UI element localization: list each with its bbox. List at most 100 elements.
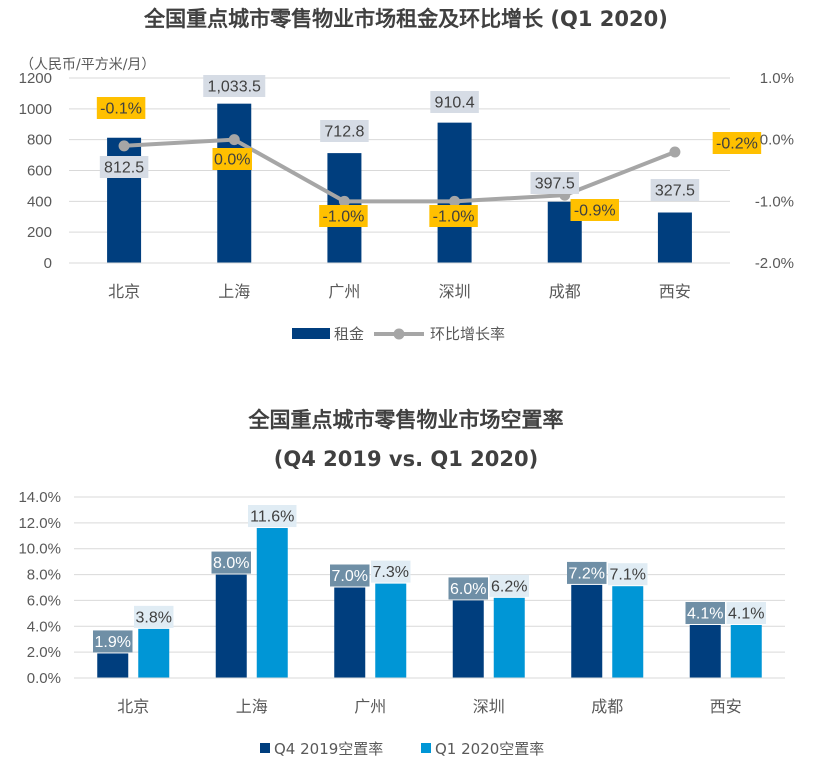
vacancy-q1-bar bbox=[730, 624, 762, 678]
rent-x-tick: 广州 bbox=[328, 282, 360, 301]
rent-data-label: 712.8 bbox=[324, 124, 364, 141]
vacancy-q1-label-bg bbox=[371, 560, 411, 583]
growth-data-label-bg bbox=[319, 205, 368, 227]
vacancy-q1-label-bg bbox=[248, 505, 297, 528]
vacancy-q1-label: 3.8% bbox=[136, 609, 172, 626]
growth-data-label: -1.0% bbox=[323, 209, 365, 226]
legend-rent-label: 租金 bbox=[334, 325, 364, 343]
vacancy-q1-bar bbox=[256, 528, 288, 678]
rent-bar bbox=[437, 122, 472, 263]
growth-data-label-bg bbox=[96, 97, 146, 119]
rent-data-label: 327.5 bbox=[655, 183, 695, 200]
vacancy-q1-label: 4.1% bbox=[728, 605, 764, 622]
vacancy-q4-label-bg bbox=[93, 630, 133, 653]
vacancy-x-tick: 深圳 bbox=[473, 697, 505, 716]
vacancy-q4-bar bbox=[97, 653, 129, 678]
vacancy-q1-label-bg bbox=[608, 563, 648, 586]
rent-data-label-bg bbox=[650, 179, 700, 201]
vacancy-x-tick: 北京 bbox=[117, 697, 149, 716]
legend-q1-label: Q1 2020空置率 bbox=[435, 740, 544, 758]
rent-data-label: 812.5 bbox=[104, 160, 144, 177]
vacancy-y-tick: 14.0% bbox=[18, 489, 61, 506]
rent-y-tick-left: 1200 bbox=[19, 70, 52, 87]
vacancy-q4-label: 8.0% bbox=[213, 555, 249, 572]
rent-y-tick-left: 0 bbox=[44, 255, 52, 272]
rent-x-tick: 上海 bbox=[218, 282, 250, 301]
growth-y-tick-right: 0.0% bbox=[760, 132, 794, 149]
rent-x-tick: 深圳 bbox=[439, 282, 471, 301]
rent-chart: 全国重点城市零售物业市场租金及环比增长 (Q1 2020) （人民币/平方米/月… bbox=[19, 7, 794, 343]
growth-data-label: -1.0% bbox=[433, 209, 475, 226]
vacancy-q4-label: 4.1% bbox=[687, 605, 723, 622]
growth-data-label-bg bbox=[570, 199, 619, 221]
vacancy-q4-label-bg bbox=[211, 551, 251, 574]
rent-y-tick-left: 600 bbox=[27, 163, 52, 180]
growth-point bbox=[228, 134, 240, 146]
rent-chart-legend: 租金 环比增长率 bbox=[292, 325, 505, 343]
growth-data-label: 0.0% bbox=[214, 152, 250, 169]
rent-y-tick-left: 200 bbox=[27, 224, 52, 241]
vacancy-q1-label: 7.1% bbox=[610, 567, 646, 584]
vacancy-q1-label: 6.2% bbox=[491, 578, 527, 595]
vacancy-q1-bar bbox=[612, 586, 644, 678]
rent-bar bbox=[657, 212, 692, 263]
vacancy-q4-label: 7.2% bbox=[569, 565, 605, 582]
growth-point bbox=[338, 195, 350, 207]
vacancy-y-tick: 4.0% bbox=[27, 618, 61, 635]
growth-y-tick-right: -1.0% bbox=[755, 193, 794, 210]
vacancy-q4-label-bg bbox=[448, 577, 488, 600]
growth-data-label-bg bbox=[429, 205, 478, 227]
vacancy-x-tick: 成都 bbox=[591, 697, 623, 716]
legend-q1-swatch bbox=[421, 743, 431, 753]
vacancy-q4-label-bg bbox=[567, 561, 607, 584]
vacancy-x-tick: 西安 bbox=[710, 697, 742, 716]
rent-bar bbox=[217, 103, 252, 263]
rent-data-label-bg bbox=[99, 156, 149, 178]
legend-rent-swatch bbox=[292, 328, 330, 339]
growth-point bbox=[449, 195, 461, 207]
rent-data-label-bg bbox=[203, 75, 266, 97]
vacancy-q4-label-bg bbox=[685, 601, 725, 624]
rent-data-label: 397.5 bbox=[535, 176, 575, 193]
vacancy-q4-bar bbox=[452, 600, 484, 678]
rent-chart-unit-label: （人民币/平方米/月） bbox=[20, 57, 155, 73]
vacancy-chart: 全国重点城市零售物业市场空置率 (Q4 2019 vs. Q1 2020) 1.… bbox=[18, 408, 785, 758]
vacancy-y-tick: 2.0% bbox=[27, 644, 61, 661]
rent-chart-title: 全国重点城市零售物业市场租金及环比增长 (Q1 2020) bbox=[143, 7, 668, 31]
vacancy-y-tick: 6.0% bbox=[27, 592, 61, 609]
vacancy-q1-label-bg bbox=[489, 574, 529, 597]
legend-q4-label: Q4 2019空置率 bbox=[274, 740, 383, 758]
growth-point bbox=[118, 140, 130, 152]
rent-x-tick: 北京 bbox=[108, 282, 140, 301]
vacancy-q4-bar bbox=[334, 587, 366, 678]
vacancy-q4-bar bbox=[689, 624, 721, 678]
vacancy-q1-bar bbox=[493, 597, 525, 678]
vacancy-q1-label-bg bbox=[726, 601, 766, 624]
growth-point bbox=[669, 146, 681, 158]
vacancy-q4-bar bbox=[215, 574, 247, 678]
rent-data-label-bg bbox=[320, 120, 369, 142]
vacancy-q4-bar bbox=[571, 584, 603, 678]
vacancy-q1-bar bbox=[138, 628, 170, 678]
growth-data-label-bg bbox=[712, 132, 762, 154]
growth-y-tick-right: -2.0% bbox=[755, 255, 794, 272]
growth-data-label: -0.2% bbox=[716, 136, 758, 153]
legend-q4-swatch bbox=[260, 743, 270, 753]
rent-y-tick-left: 800 bbox=[27, 132, 52, 149]
growth-y-tick-right: 1.0% bbox=[760, 70, 794, 87]
vacancy-q1-label: 7.3% bbox=[373, 564, 409, 581]
vacancy-q1-label-bg bbox=[134, 605, 174, 628]
vacancy-y-tick: 0.0% bbox=[27, 670, 61, 687]
rent-y-tick-left: 400 bbox=[27, 193, 52, 210]
legend-growth-marker bbox=[393, 328, 405, 340]
rent-y-tick-left: 1000 bbox=[19, 101, 52, 118]
rent-data-label-bg bbox=[430, 91, 479, 113]
vacancy-q4-label: 1.9% bbox=[95, 634, 131, 651]
vacancy-q4-label: 7.0% bbox=[332, 568, 368, 585]
growth-data-label: -0.1% bbox=[100, 101, 142, 118]
rent-x-tick: 西安 bbox=[659, 282, 691, 301]
vacancy-chart-title: 全国重点城市零售物业市场空置率 bbox=[248, 408, 564, 432]
vacancy-q1-bar bbox=[375, 583, 407, 678]
legend-growth-label: 环比增长率 bbox=[430, 325, 505, 343]
